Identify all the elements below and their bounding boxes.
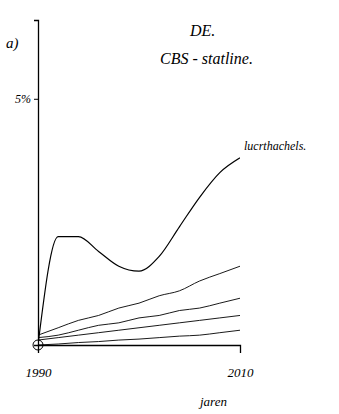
series-line bbox=[38, 158, 240, 345]
x-axis-title: jaren bbox=[198, 394, 227, 409]
x-tick-label: 2010 bbox=[228, 365, 255, 380]
x-tick: 2010 bbox=[228, 345, 255, 380]
series-line bbox=[38, 315, 240, 340]
y-tick-label: 5% bbox=[15, 92, 31, 106]
plot: 1990 2010 5% lucrthachels. bbox=[15, 21, 306, 380]
subtitle: CBS - statline. bbox=[160, 50, 253, 67]
x-tick-label: 1990 bbox=[26, 365, 53, 380]
x-tick-mark bbox=[240, 345, 241, 353]
lines bbox=[38, 158, 240, 345]
x-axis-line bbox=[39, 346, 241, 354]
chart: 1990 2010 5% lucrthachels. DE. CBS - statline… bbox=[0, 0, 339, 414]
y-axis-line bbox=[34, 21, 39, 346]
x-tick-mark bbox=[38, 345, 39, 353]
y-tick: 5% bbox=[15, 92, 38, 106]
series-line bbox=[38, 266, 240, 335]
annotation: a) bbox=[6, 35, 19, 52]
title: DE. bbox=[189, 22, 215, 39]
series-line bbox=[38, 330, 240, 345]
x-axis: 1990 2010 bbox=[26, 345, 255, 380]
origin-mark bbox=[33, 340, 43, 350]
y-tick-mark bbox=[34, 99, 38, 100]
y-axis: 5% bbox=[15, 21, 39, 346]
series-line bbox=[38, 298, 240, 337]
series-label: lucrthachels. bbox=[244, 139, 306, 153]
